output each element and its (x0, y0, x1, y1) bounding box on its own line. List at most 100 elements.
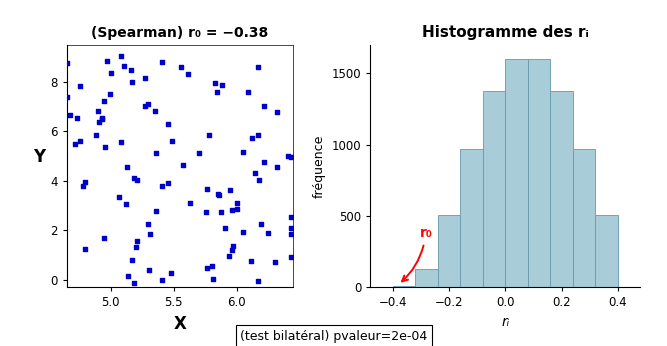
Point (127, 80, 137, 85)
Point (97, 116, 107, 121)
Point (225, 187, 235, 193)
Point (123, 273, 133, 279)
Point (202, 265, 213, 271)
Point (75, 138, 85, 144)
Point (285, 254, 296, 260)
Point (115, 139, 126, 145)
Point (285, 154, 296, 160)
Point (101, 58, 112, 64)
Point (215, 209, 226, 215)
Point (127, 257, 137, 263)
Point (237, 149, 248, 155)
Point (217, 82, 227, 88)
Point (253, 177, 264, 183)
Point (128, 175, 139, 181)
Bar (506, 59, 528, 287)
Bar (483, 91, 506, 287)
Point (185, 201, 195, 206)
Point (259, 103, 269, 109)
Point (223, 253, 234, 258)
Bar (415, 268, 438, 287)
Point (61, 94, 72, 100)
Point (259, 159, 269, 165)
Point (166, 270, 177, 275)
Point (157, 59, 167, 64)
Point (143, 221, 153, 227)
Point (114, 194, 125, 200)
Point (207, 276, 218, 282)
Point (151, 151, 161, 156)
Point (99, 235, 109, 241)
Point (193, 150, 204, 156)
Point (271, 110, 282, 115)
Bar (596, 215, 618, 287)
Bar (460, 149, 483, 287)
Point (228, 243, 239, 248)
Point (97, 115, 107, 121)
Point (262, 230, 273, 235)
Bar (573, 149, 596, 287)
Point (131, 245, 141, 250)
Point (143, 267, 154, 273)
Point (282, 153, 293, 159)
Point (176, 64, 187, 70)
Point (237, 229, 248, 235)
Y-axis label: fréquence: fréquence (313, 134, 326, 198)
Point (163, 121, 173, 127)
Point (126, 67, 137, 73)
X-axis label: rᵢ: rᵢ (501, 315, 510, 329)
Point (201, 210, 211, 215)
Point (245, 258, 256, 264)
Point (285, 215, 296, 220)
Point (78, 183, 89, 189)
Point (72, 116, 83, 121)
Point (145, 231, 156, 237)
Point (270, 260, 281, 265)
Point (150, 208, 161, 214)
Point (157, 277, 167, 283)
Point (98, 98, 109, 104)
Point (91, 132, 102, 138)
Bar (393, 286, 416, 287)
Point (201, 186, 212, 192)
Point (140, 103, 151, 108)
Point (211, 89, 222, 95)
Point (142, 101, 153, 107)
Point (105, 92, 115, 97)
Point (116, 53, 127, 58)
Point (285, 231, 296, 237)
Point (61, 61, 72, 66)
Point (163, 180, 173, 185)
Point (80, 179, 91, 185)
Point (121, 201, 131, 207)
Point (252, 279, 263, 284)
Point (243, 90, 253, 95)
Point (207, 263, 218, 269)
Point (94, 119, 105, 125)
Point (121, 164, 132, 170)
Point (131, 238, 142, 244)
Point (75, 83, 86, 89)
Point (93, 109, 103, 114)
Point (183, 72, 193, 77)
Point (105, 70, 116, 75)
Point (253, 132, 263, 137)
Bar (528, 59, 550, 287)
Point (140, 75, 151, 81)
Point (156, 183, 167, 189)
Point (231, 207, 242, 212)
Y-axis label: Y: Y (33, 148, 45, 166)
Title: (Spearman) r₀ = −0.38: (Spearman) r₀ = −0.38 (91, 26, 269, 40)
Point (209, 80, 220, 85)
Point (203, 133, 214, 138)
Text: r₀: r₀ (402, 226, 432, 281)
Point (177, 162, 188, 167)
Point (246, 135, 257, 140)
Point (220, 226, 231, 231)
Point (250, 170, 261, 176)
Point (213, 192, 224, 198)
Title: Histogramme des rᵢ: Histogramme des rᵢ (422, 25, 589, 40)
Point (129, 280, 139, 285)
Text: (test bilatéral) pvaleur=2e-04: (test bilatéral) pvaleur=2e-04 (240, 329, 427, 343)
Point (271, 164, 282, 170)
